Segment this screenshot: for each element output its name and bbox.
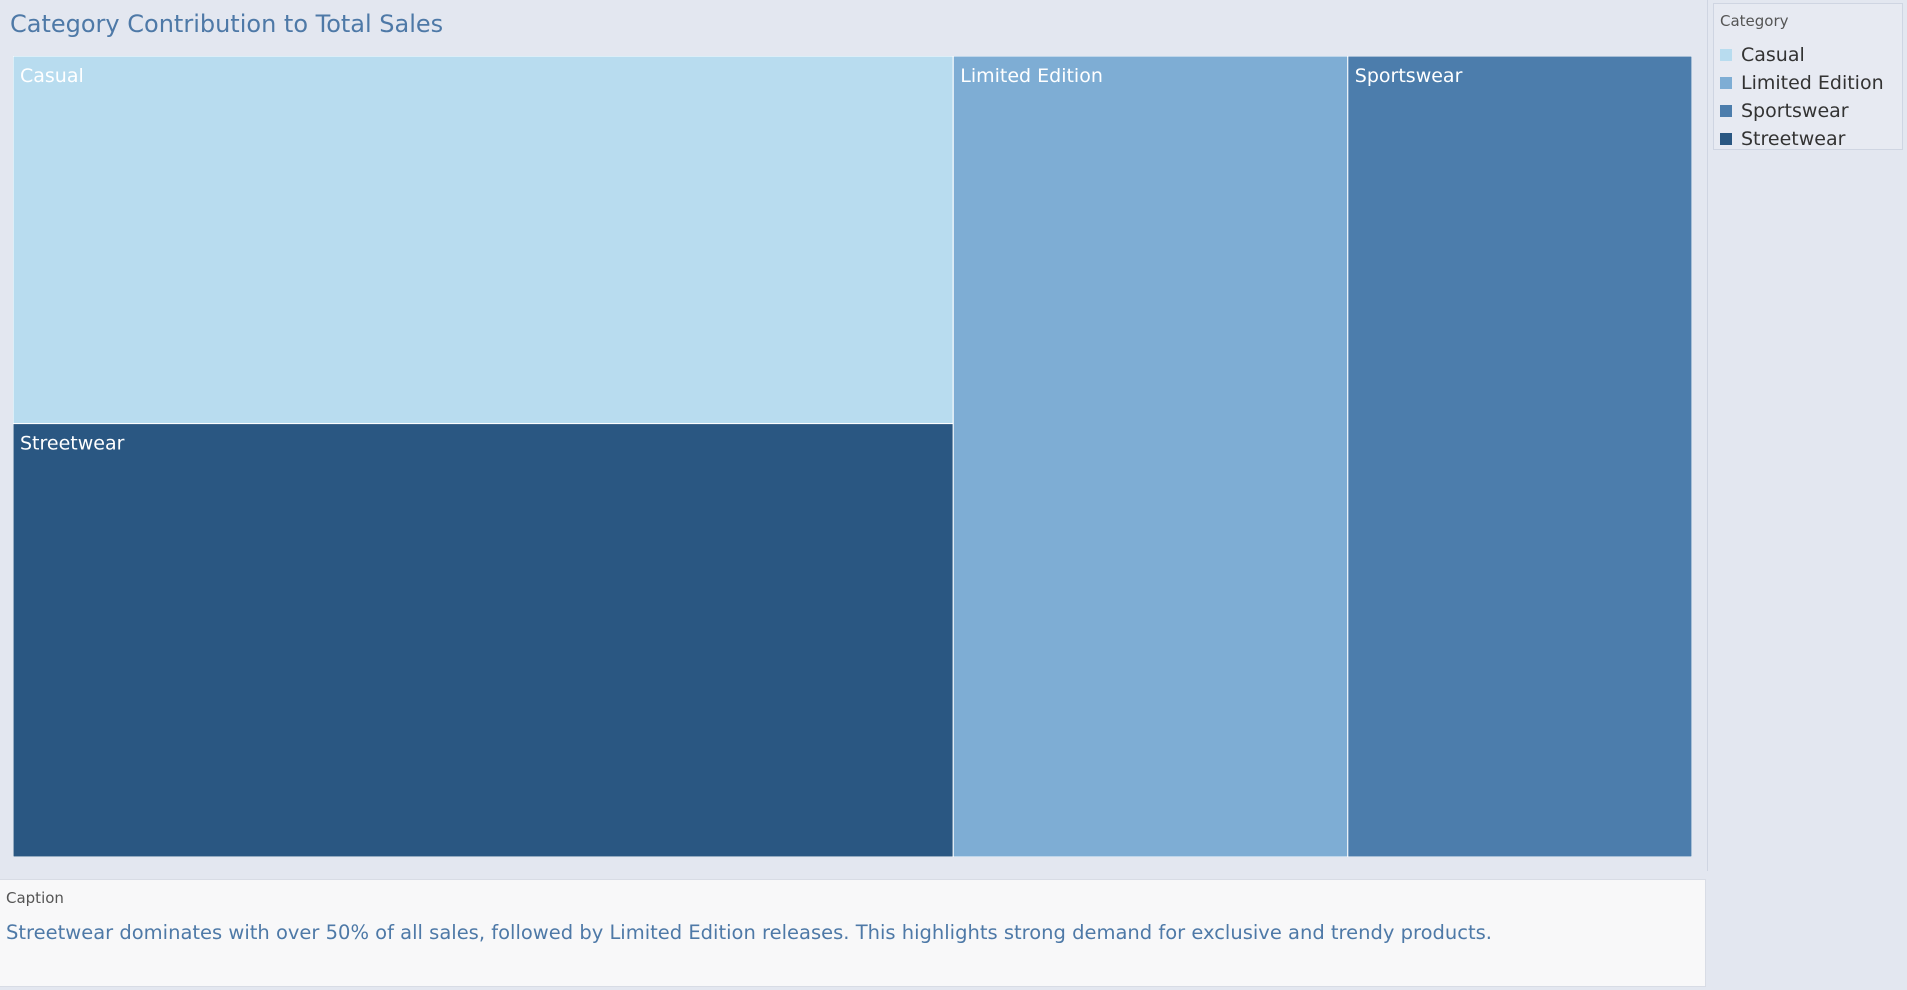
tile-label-streetwear: Streetwear: [20, 433, 125, 455]
legend-item-streetwear[interactable]: Streetwear: [1720, 125, 1884, 153]
tile-sportswear[interactable]: Sportswear: [1347, 56, 1692, 857]
legend-label: Casual: [1741, 44, 1805, 66]
legend-swatch-limited-edition: [1720, 77, 1732, 89]
legend: Category Casual Limited Edition Sportswe…: [1713, 3, 1903, 150]
caption-text: Streetwear dominates with over 50% of al…: [6, 921, 1492, 944]
legend-label: Sportswear: [1741, 100, 1849, 122]
tile-rect-limited-edition[interactable]: [952, 56, 1349, 857]
caption-panel: Caption Streetwear dominates with over 5…: [0, 879, 1706, 987]
legend-item-casual[interactable]: Casual: [1720, 41, 1884, 69]
legend-label: Limited Edition: [1741, 72, 1884, 94]
tile-label-casual: Casual: [20, 65, 84, 87]
caption-heading: Caption: [6, 889, 64, 907]
legend-item-sportswear[interactable]: Sportswear: [1720, 97, 1884, 125]
tile-limited-edition[interactable]: Limited Edition: [952, 56, 1349, 857]
legend-item-limited-edition[interactable]: Limited Edition: [1720, 69, 1884, 97]
tile-casual[interactable]: Casual: [13, 56, 954, 425]
tile-rect-sportswear[interactable]: [1347, 56, 1692, 857]
tile-label-limited-edition: Limited Edition: [960, 65, 1103, 87]
tile-rect-casual[interactable]: [13, 56, 954, 425]
worksheet-view: Category Contribution to Total Sales Cas…: [10, 0, 1708, 871]
tile-streetwear[interactable]: Streetwear: [13, 423, 954, 857]
legend-label: Streetwear: [1741, 128, 1846, 150]
chart-title: Category Contribution to Total Sales: [10, 10, 444, 38]
legend-swatch-streetwear: [1720, 133, 1732, 145]
tile-label-sportswear: Sportswear: [1355, 65, 1463, 87]
tile-rect-streetwear[interactable]: [13, 423, 954, 857]
treemap-chart: Casual Streetwear Limited Edition Sportswea…: [13, 56, 1692, 857]
legend-swatch-casual: [1720, 49, 1732, 61]
legend-swatch-sportswear: [1720, 105, 1732, 117]
legend-items: Casual Limited Edition Sportswear Street…: [1720, 41, 1884, 153]
legend-title: Category: [1720, 12, 1789, 30]
